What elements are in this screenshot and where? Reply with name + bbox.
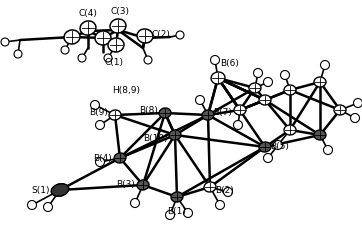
Text: C(2): C(2) (152, 30, 171, 40)
Circle shape (320, 60, 329, 70)
Ellipse shape (204, 182, 216, 192)
Circle shape (96, 158, 105, 166)
Circle shape (96, 120, 105, 130)
Text: B(5): B(5) (270, 142, 289, 152)
Circle shape (281, 70, 290, 80)
Circle shape (215, 200, 224, 209)
Ellipse shape (259, 95, 271, 105)
Circle shape (184, 208, 193, 218)
Circle shape (78, 54, 86, 62)
Ellipse shape (211, 72, 225, 84)
Circle shape (176, 31, 184, 39)
Ellipse shape (114, 153, 126, 163)
Circle shape (324, 146, 333, 154)
Ellipse shape (171, 192, 183, 202)
Ellipse shape (234, 105, 246, 115)
Text: B(6): B(6) (220, 59, 239, 68)
Ellipse shape (249, 83, 261, 93)
Ellipse shape (109, 110, 121, 120)
Ellipse shape (314, 130, 326, 140)
Text: B(3): B(3) (116, 180, 135, 190)
Circle shape (165, 210, 174, 220)
Circle shape (144, 56, 152, 64)
Ellipse shape (80, 21, 96, 35)
Ellipse shape (64, 30, 80, 44)
Text: C(3): C(3) (110, 7, 130, 16)
Ellipse shape (137, 180, 149, 190)
Ellipse shape (202, 110, 214, 120)
Ellipse shape (314, 77, 326, 87)
Ellipse shape (284, 85, 296, 95)
Ellipse shape (284, 125, 296, 135)
Circle shape (195, 96, 205, 104)
Text: B(7): B(7) (213, 108, 232, 116)
Circle shape (130, 198, 139, 207)
Circle shape (264, 154, 273, 162)
Circle shape (274, 140, 282, 149)
Circle shape (28, 200, 37, 209)
Circle shape (104, 54, 112, 62)
Ellipse shape (169, 130, 181, 140)
Text: B(2): B(2) (215, 186, 234, 194)
Text: C(4): C(4) (79, 9, 97, 18)
Ellipse shape (51, 184, 69, 196)
Circle shape (43, 202, 52, 211)
Ellipse shape (108, 38, 124, 52)
Text: B(9): B(9) (89, 108, 108, 118)
Text: B(8): B(8) (139, 106, 158, 114)
Text: B(10): B(10) (143, 134, 168, 142)
Ellipse shape (52, 184, 68, 196)
Ellipse shape (95, 31, 111, 45)
Circle shape (14, 50, 22, 58)
Ellipse shape (159, 108, 171, 118)
Circle shape (253, 68, 262, 78)
Circle shape (223, 188, 232, 196)
Ellipse shape (110, 19, 126, 33)
Circle shape (264, 78, 273, 86)
Circle shape (350, 114, 359, 122)
Circle shape (61, 46, 69, 54)
Circle shape (90, 100, 100, 110)
Circle shape (233, 120, 243, 130)
Circle shape (354, 98, 362, 108)
Circle shape (210, 56, 219, 64)
Ellipse shape (137, 29, 153, 43)
Circle shape (1, 38, 9, 46)
Text: C(1): C(1) (105, 58, 123, 67)
Text: H(8,9): H(8,9) (112, 86, 140, 95)
Text: B(1): B(1) (168, 207, 186, 216)
Ellipse shape (334, 105, 346, 115)
Text: B(4): B(4) (93, 154, 112, 162)
Text: S(1): S(1) (31, 186, 50, 194)
Ellipse shape (259, 142, 271, 152)
